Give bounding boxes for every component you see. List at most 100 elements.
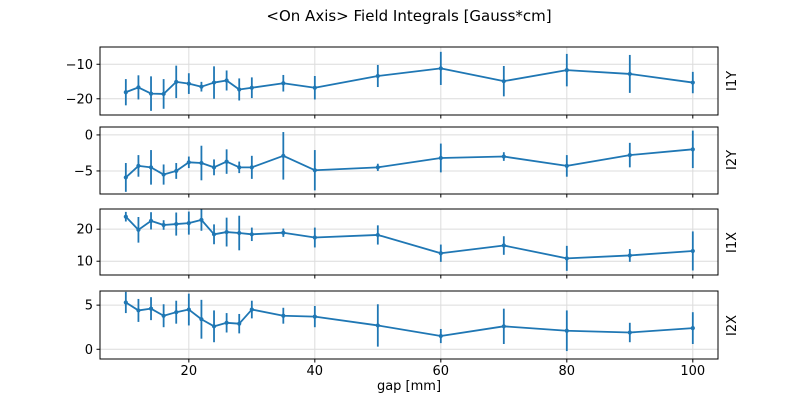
data-point	[564, 163, 569, 169]
subplot-i2y: 0 −5	[74, 126, 719, 198]
gridlines	[100, 127, 718, 194]
data-point	[237, 87, 242, 92]
data-point	[199, 84, 204, 89]
data-line	[124, 215, 694, 260]
data-point	[161, 91, 166, 97]
data-point	[186, 220, 191, 226]
data-point	[627, 253, 632, 258]
data-point	[123, 175, 128, 180]
data-point	[237, 230, 242, 236]
y-tick-label: −5	[74, 164, 93, 179]
data-point	[375, 73, 380, 79]
data-point	[136, 308, 141, 313]
data-point	[148, 306, 154, 311]
y-tick-label: 0	[85, 128, 93, 143]
axes-frame	[99, 46, 719, 116]
y-tick-label: 5	[85, 299, 93, 314]
tick-marks	[96, 134, 694, 198]
subplot-label-i2y: I2Y	[725, 149, 740, 171]
data-point	[281, 81, 286, 86]
data-point	[249, 307, 254, 312]
data-line	[124, 301, 694, 337]
data-point	[123, 300, 128, 305]
data-point	[690, 325, 695, 331]
data-point	[312, 168, 317, 173]
tick-marks	[96, 228, 694, 279]
data-point	[148, 165, 154, 170]
data-point	[211, 80, 217, 85]
data-point	[186, 160, 191, 165]
gridlines	[100, 291, 718, 359]
data-point	[281, 230, 286, 235]
data-point	[501, 243, 506, 248]
data-point	[281, 313, 286, 318]
x-tick-label: 20	[181, 364, 198, 379]
data-point	[237, 165, 242, 170]
data-point	[161, 222, 166, 228]
data-point	[136, 227, 141, 232]
chart-title: <On Axis> Field Integrals [Gauss*cm]	[266, 7, 552, 25]
axes-frame	[99, 126, 719, 195]
series-i1y	[123, 51, 695, 111]
data-point	[501, 79, 506, 84]
subplot-i2x: 5 0 20 40 60 80 100	[85, 290, 719, 379]
axes-frame	[99, 208, 719, 276]
data-point	[199, 217, 204, 222]
data-point	[438, 333, 443, 339]
gridlines	[100, 209, 718, 275]
data-point	[312, 314, 317, 319]
data-point	[161, 172, 166, 177]
data-point	[312, 85, 317, 90]
data-point	[148, 218, 154, 223]
subplot-label-i1y: I1Y	[725, 70, 740, 92]
data-point	[136, 163, 141, 169]
tick-marks	[96, 63, 694, 119]
data-point	[564, 68, 569, 73]
data-point	[199, 317, 204, 322]
data-point	[123, 90, 128, 95]
data-point	[627, 152, 632, 158]
data-point	[564, 256, 569, 261]
data-point	[174, 168, 179, 174]
subplot-label-i2x: I2X	[725, 314, 740, 336]
data-point	[564, 328, 569, 333]
data-point	[690, 248, 695, 254]
data-point	[174, 221, 179, 227]
y-tick-label: 20	[76, 223, 93, 238]
series-i2x	[123, 291, 695, 352]
data-line	[124, 148, 694, 179]
data-point	[438, 155, 443, 161]
data-point	[375, 165, 380, 170]
data-point	[186, 307, 191, 312]
y-tick-label: −10	[66, 58, 93, 73]
tick-marks	[96, 304, 694, 363]
data-point	[375, 232, 380, 238]
data-point	[690, 80, 695, 85]
data-point	[224, 320, 229, 325]
data-point	[627, 330, 632, 335]
gridlines	[100, 47, 718, 115]
x-tick-label: 80	[559, 364, 576, 379]
data-line	[124, 67, 694, 95]
x-tick-label: 100	[680, 364, 705, 379]
data-point	[161, 313, 166, 318]
data-point	[312, 235, 317, 240]
x-tick-label: 60	[433, 364, 450, 379]
data-point	[148, 91, 154, 96]
data-point	[627, 71, 632, 77]
data-point	[501, 324, 506, 329]
data-point	[211, 324, 217, 329]
data-point	[224, 159, 229, 164]
data-point	[224, 78, 229, 83]
data-point	[281, 153, 286, 158]
x-axis-label: gap [mm]	[376, 379, 442, 394]
series-i1x	[123, 209, 695, 271]
y-tick-label: −20	[66, 92, 93, 107]
data-point	[224, 229, 229, 235]
data-point	[249, 232, 254, 237]
data-point	[375, 323, 380, 328]
y-tick-label: 0	[85, 343, 93, 358]
subplot-i1y: −10 −20	[66, 46, 719, 119]
